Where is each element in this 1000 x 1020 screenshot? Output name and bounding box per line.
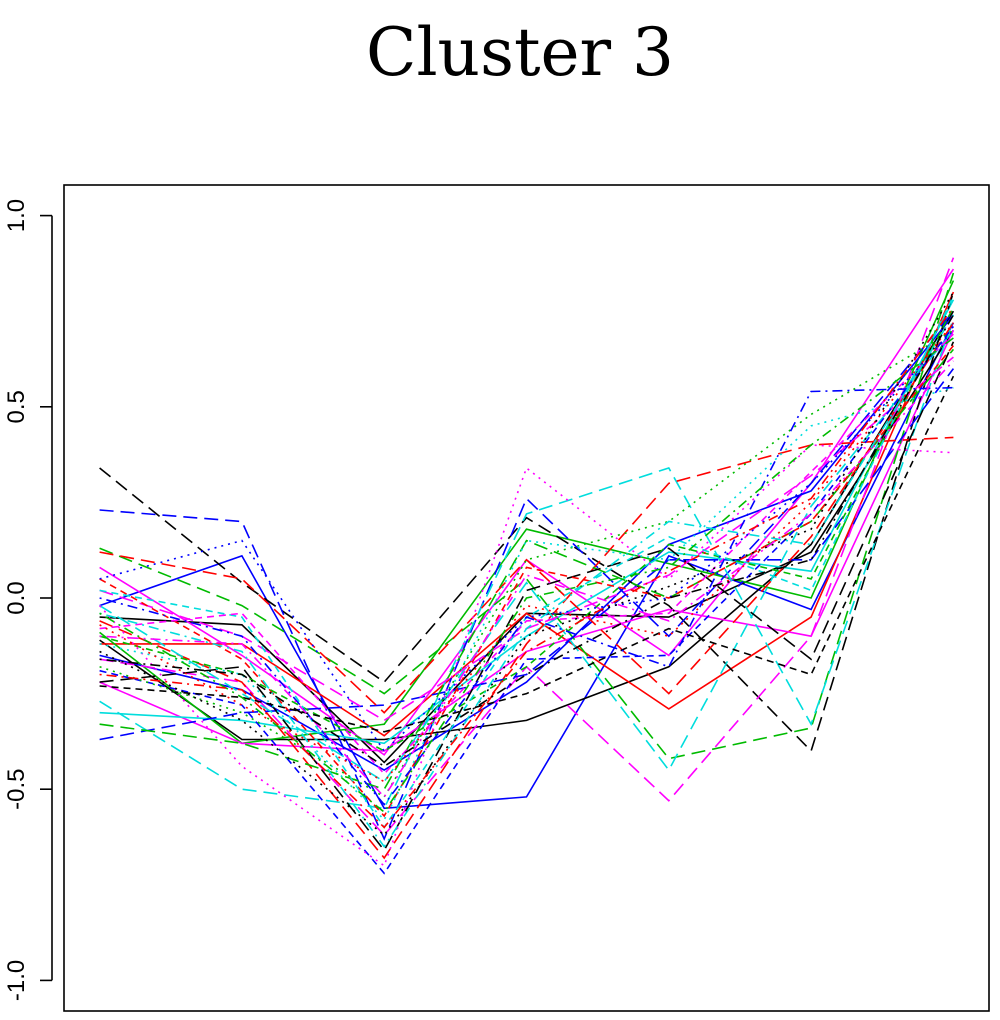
series-line-12 [99,272,955,760]
series-line-22 [99,345,955,818]
series-line-37 [99,306,955,829]
series-line-21 [99,322,955,714]
series-line-1 [99,322,955,810]
series-line-9 [99,299,955,745]
y-tick-label-2: -0.5 [3,769,30,810]
series-line-11 [99,310,955,841]
y-tick-label-4: 0.5 [3,390,30,423]
series-layer [99,257,955,875]
plot-frame [63,184,990,1012]
series-line-30 [99,329,954,798]
series-line-17 [99,348,955,791]
y-tick-label-5: 1.0 [3,199,30,232]
chart-title: Cluster 3 [365,14,675,91]
series-line-16 [99,368,955,741]
series-line-18 [99,329,955,783]
series-line-33 [99,291,955,837]
series-line-35 [99,314,955,849]
series-line-36 [99,337,954,814]
series-line-14 [99,257,955,837]
series-line-7 [99,329,955,752]
series-line-10 [99,291,955,753]
series-line-27 [99,375,955,733]
series-line-31 [99,386,954,822]
series-line-3 [99,310,955,741]
y-tick-label-3: 0.0 [3,581,30,614]
series-line-19 [99,341,955,852]
series-line-26 [99,333,954,776]
series-line-28 [99,444,954,867]
series-line-24 [99,326,955,875]
series-line-39 [99,314,955,768]
y-tick-label-1: -1.0 [3,960,30,1001]
series-line-13 [99,318,955,810]
series-line-38 [99,360,954,799]
y-axis: -1.0 -0.5 0.0 0.5 1.0 [3,199,53,1001]
series-line-34 [99,386,954,806]
